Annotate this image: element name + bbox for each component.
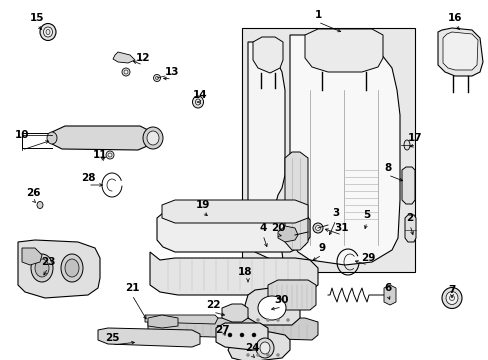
Ellipse shape (448, 296, 453, 301)
Polygon shape (401, 167, 414, 204)
Ellipse shape (65, 259, 79, 277)
Ellipse shape (246, 354, 249, 356)
Polygon shape (227, 332, 289, 360)
Polygon shape (267, 280, 315, 310)
Text: 6: 6 (384, 283, 391, 293)
Text: 12: 12 (136, 53, 150, 63)
Text: 4: 4 (259, 223, 266, 233)
Ellipse shape (122, 68, 130, 76)
Text: 1: 1 (314, 10, 321, 20)
Text: 24: 24 (244, 343, 259, 353)
Text: 14: 14 (192, 90, 207, 100)
Polygon shape (145, 315, 218, 324)
Polygon shape (244, 288, 299, 325)
Text: 17: 17 (407, 133, 422, 143)
Text: 27: 27 (214, 325, 229, 335)
Ellipse shape (445, 292, 457, 305)
Ellipse shape (258, 296, 285, 320)
Text: 21: 21 (124, 283, 139, 293)
Polygon shape (148, 318, 317, 340)
Text: 25: 25 (104, 333, 119, 343)
Polygon shape (442, 32, 477, 70)
Polygon shape (437, 28, 482, 76)
Ellipse shape (256, 354, 259, 356)
Ellipse shape (266, 354, 269, 356)
Polygon shape (113, 52, 135, 63)
Ellipse shape (124, 70, 128, 74)
Polygon shape (383, 285, 395, 305)
Ellipse shape (40, 23, 56, 41)
Ellipse shape (256, 319, 259, 321)
Ellipse shape (155, 77, 158, 80)
Polygon shape (150, 252, 317, 295)
Text: 3: 3 (332, 208, 339, 218)
Ellipse shape (142, 127, 163, 149)
Text: 11: 11 (93, 150, 107, 160)
Ellipse shape (441, 288, 461, 309)
Text: 30: 30 (274, 295, 289, 305)
Text: 29: 29 (360, 253, 374, 263)
Ellipse shape (106, 151, 114, 159)
Polygon shape (252, 37, 283, 73)
Polygon shape (18, 240, 100, 298)
Ellipse shape (240, 333, 244, 337)
Text: 20: 20 (270, 223, 285, 233)
Ellipse shape (315, 225, 320, 230)
Ellipse shape (46, 30, 50, 35)
Ellipse shape (47, 132, 57, 144)
Ellipse shape (147, 131, 159, 145)
Text: 28: 28 (81, 173, 95, 183)
Polygon shape (222, 304, 247, 322)
Ellipse shape (192, 96, 203, 108)
Polygon shape (98, 328, 200, 347)
Ellipse shape (43, 27, 52, 37)
Ellipse shape (256, 338, 273, 358)
Text: 2: 2 (406, 213, 413, 223)
Ellipse shape (35, 259, 49, 277)
Text: 16: 16 (447, 13, 461, 23)
Text: 13: 13 (164, 67, 179, 77)
Text: 8: 8 (384, 163, 391, 173)
Polygon shape (278, 226, 297, 242)
Text: 31: 31 (334, 223, 348, 233)
Text: 15: 15 (30, 13, 44, 23)
Text: 19: 19 (195, 200, 210, 210)
Ellipse shape (276, 354, 279, 356)
Polygon shape (242, 28, 414, 272)
Ellipse shape (61, 254, 83, 282)
Polygon shape (216, 323, 267, 350)
Ellipse shape (251, 333, 256, 337)
Ellipse shape (286, 319, 289, 321)
Polygon shape (148, 315, 178, 328)
Text: 9: 9 (318, 243, 325, 253)
Text: 7: 7 (447, 285, 455, 295)
Ellipse shape (312, 223, 323, 233)
Ellipse shape (227, 333, 231, 337)
Ellipse shape (403, 140, 409, 150)
Polygon shape (404, 215, 415, 242)
Polygon shape (247, 42, 285, 262)
Ellipse shape (266, 319, 269, 321)
Ellipse shape (37, 202, 43, 208)
Polygon shape (157, 208, 309, 252)
Text: 23: 23 (41, 257, 55, 267)
Ellipse shape (276, 319, 279, 321)
Polygon shape (285, 152, 307, 250)
Ellipse shape (260, 342, 269, 354)
Text: 5: 5 (363, 210, 370, 220)
Text: 18: 18 (237, 267, 252, 277)
Ellipse shape (108, 153, 112, 157)
Polygon shape (305, 29, 382, 72)
Ellipse shape (153, 75, 160, 81)
Ellipse shape (31, 254, 53, 282)
Polygon shape (289, 35, 399, 265)
Polygon shape (22, 248, 42, 265)
Ellipse shape (195, 99, 200, 105)
Polygon shape (162, 200, 307, 223)
Text: 22: 22 (205, 300, 220, 310)
Text: 26: 26 (26, 188, 40, 198)
Text: 10: 10 (15, 130, 29, 140)
Polygon shape (52, 126, 152, 150)
